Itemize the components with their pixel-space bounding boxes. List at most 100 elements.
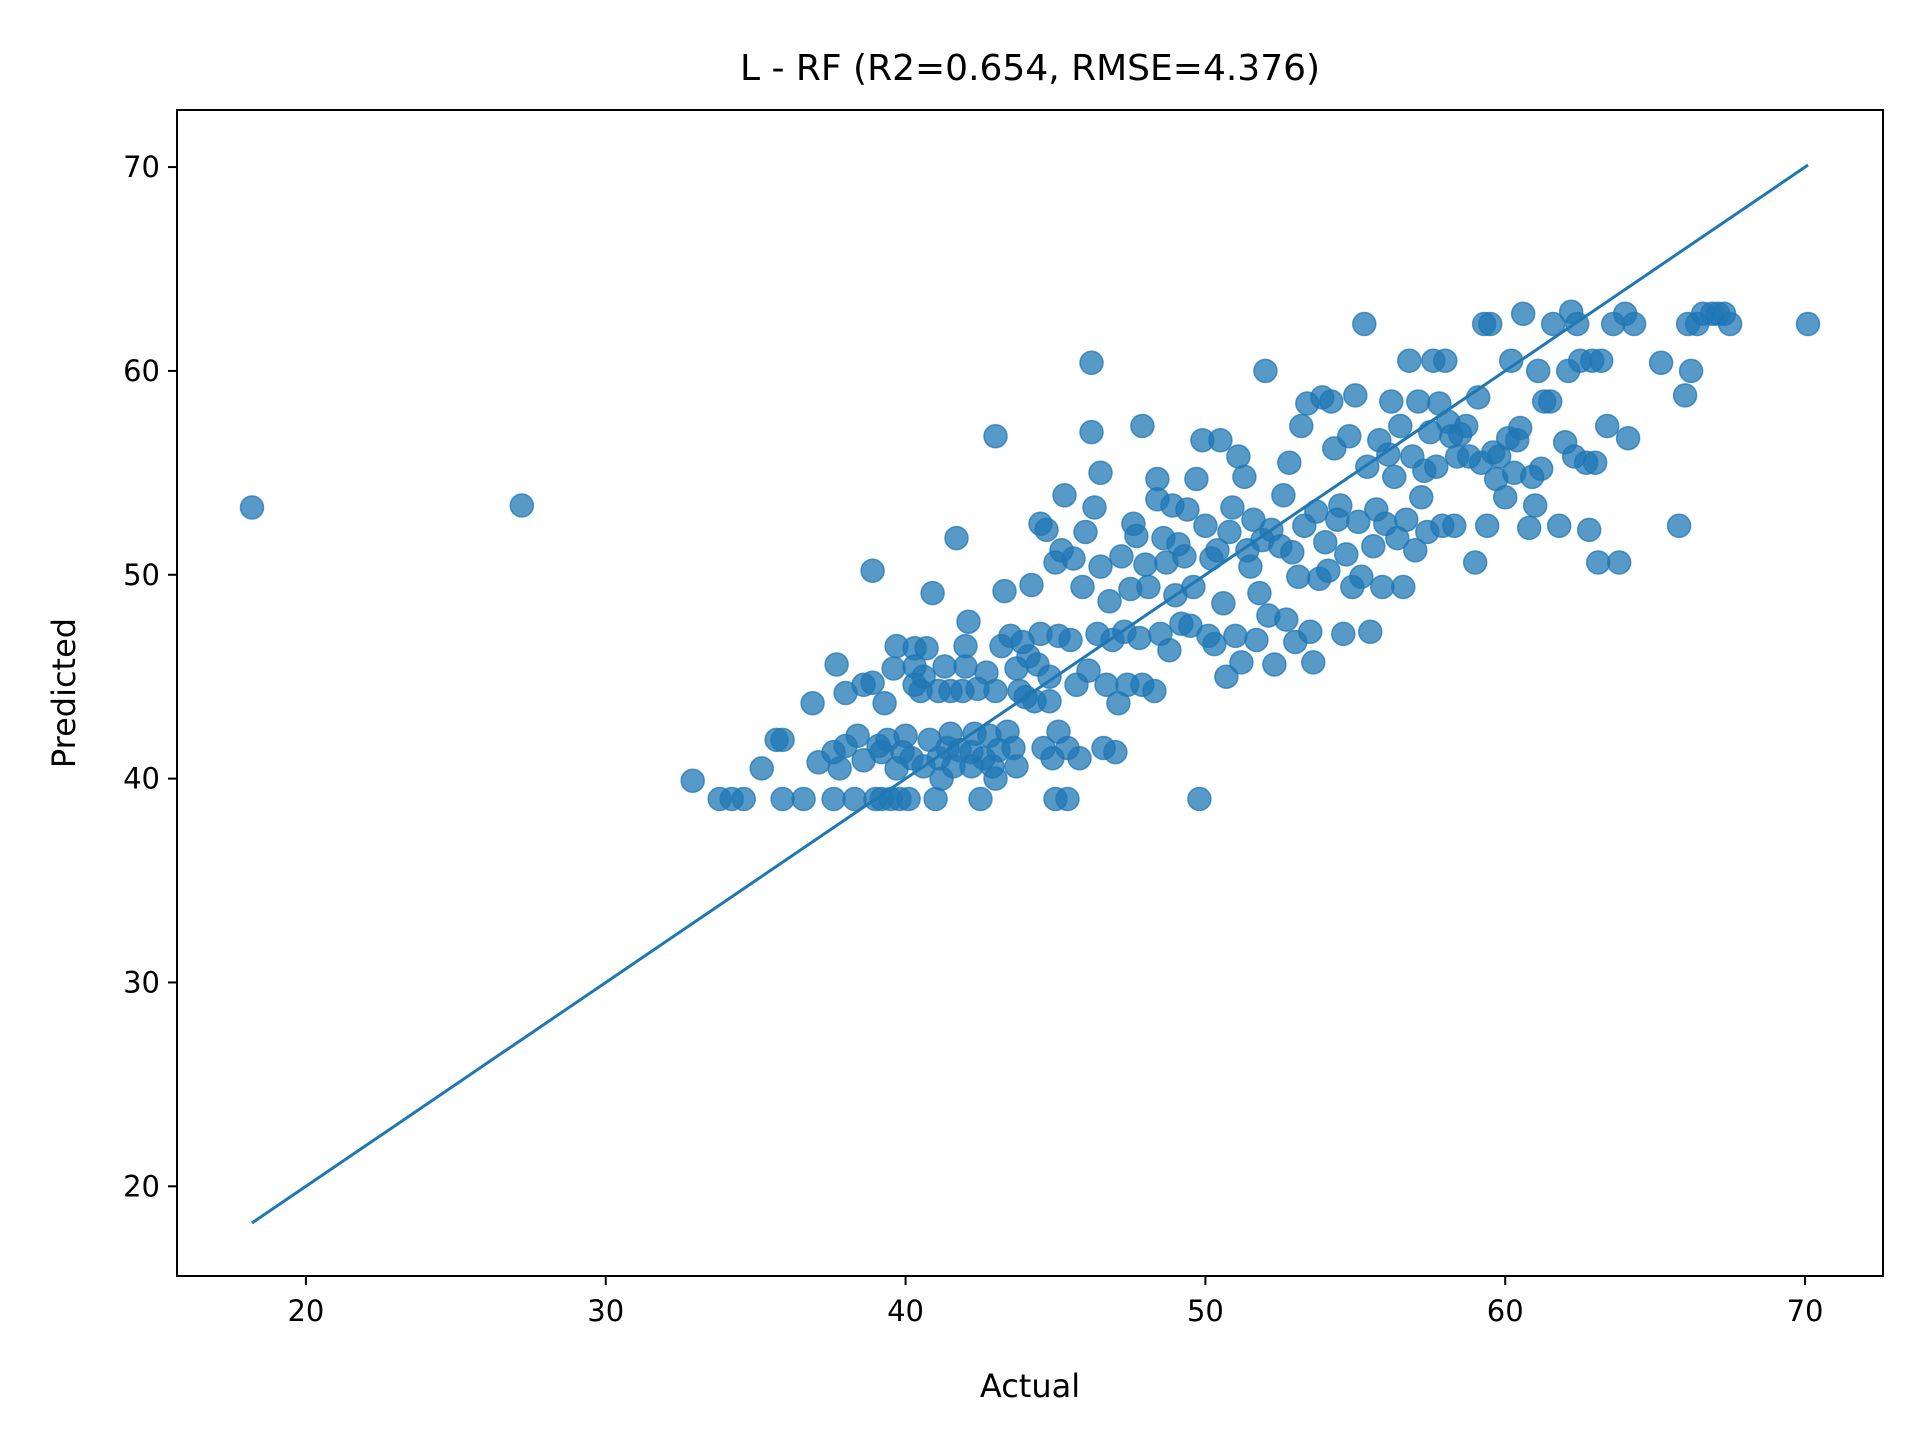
data-point [1073, 519, 1098, 545]
y-tick-label: 20 [123, 1169, 160, 1203]
data-point [1594, 413, 1620, 439]
data-point [1453, 413, 1479, 439]
data-point [1277, 450, 1302, 475]
data-point [1286, 564, 1311, 590]
data-point [1232, 464, 1257, 490]
data-point [1247, 580, 1272, 606]
x-axis: 20 30 40 50 60 70 [287, 1276, 1823, 1328]
data-point [881, 656, 906, 681]
data-point [1672, 383, 1698, 408]
data-point [1142, 678, 1167, 704]
data-point [1088, 460, 1113, 486]
data-point [872, 690, 897, 716]
data-point [1379, 389, 1404, 414]
data-point [1037, 664, 1062, 689]
data-point [1052, 483, 1077, 508]
data-point [1352, 311, 1377, 337]
data-point [1433, 348, 1458, 373]
data-point [1717, 311, 1743, 337]
data-point [944, 525, 969, 551]
data-point [749, 756, 774, 781]
x-axis-label: Actual [980, 1367, 1080, 1405]
data-point [983, 423, 1008, 449]
data-point [1507, 415, 1533, 441]
data-point [1244, 627, 1269, 653]
data-point [1648, 350, 1674, 376]
data-point [821, 786, 846, 812]
data-point [911, 664, 936, 689]
data-point [1055, 786, 1080, 812]
data-point [1615, 425, 1641, 451]
data-point [1316, 558, 1341, 583]
data-point [1337, 423, 1362, 449]
data-point [1193, 513, 1218, 539]
data-point [1474, 513, 1500, 539]
data-point [1238, 554, 1263, 579]
data-point [953, 654, 978, 679]
data-point [1205, 538, 1230, 563]
data-point [860, 558, 885, 583]
data-point [1666, 513, 1692, 539]
data-point [953, 633, 978, 659]
data-point [1229, 650, 1254, 675]
data-point [1546, 513, 1572, 539]
data-point [1361, 533, 1386, 559]
data-point [1130, 413, 1155, 439]
data-point [1540, 311, 1566, 337]
data-point [983, 678, 1008, 704]
data-point [1217, 519, 1242, 545]
data-point [1319, 389, 1344, 414]
data-point [1424, 454, 1449, 479]
data-point [1211, 591, 1236, 616]
data-point [983, 766, 1008, 791]
data-point [1298, 619, 1323, 645]
data-point [1067, 745, 1092, 771]
data-point [1079, 419, 1104, 445]
data-point [1528, 456, 1554, 482]
data-point [1004, 754, 1029, 779]
data-point [770, 786, 795, 812]
data-point [1606, 550, 1632, 575]
y-axis: 20 30 40 50 60 70 [123, 150, 177, 1203]
data-point [1202, 631, 1227, 657]
data-point [1184, 466, 1209, 492]
data-point [680, 768, 705, 793]
data-point [893, 723, 918, 749]
data-point [1226, 444, 1251, 469]
data-point [1678, 358, 1704, 384]
y-axis-label: Predicted [45, 618, 83, 768]
data-point [1621, 311, 1647, 337]
data-point [239, 495, 265, 520]
points-layer [239, 299, 1821, 812]
data-point [1346, 509, 1371, 535]
data-point [923, 786, 948, 812]
data-point [1208, 427, 1233, 453]
data-point [1376, 442, 1401, 467]
data-point [1388, 413, 1413, 439]
data-point [1382, 464, 1407, 490]
data-point [1394, 507, 1419, 532]
data-point [920, 580, 945, 606]
y-tick-label: 70 [123, 150, 160, 184]
data-point [1133, 552, 1158, 577]
data-point [1019, 572, 1044, 598]
x-tick-label: 70 [1787, 1294, 1824, 1328]
data-point [956, 609, 981, 634]
data-point [1076, 658, 1101, 683]
data-point [1328, 493, 1353, 518]
data-point [1145, 466, 1170, 492]
data-point [1406, 389, 1431, 414]
data-point [791, 786, 816, 812]
data-point [1349, 564, 1374, 590]
data-point [1034, 517, 1059, 543]
y-tick-label: 30 [123, 965, 160, 999]
data-point [1103, 739, 1128, 765]
data-point [1516, 515, 1542, 541]
data-point [1442, 513, 1467, 539]
data-point [1172, 544, 1197, 569]
data-point [1253, 358, 1278, 384]
data-point [1477, 311, 1503, 337]
data-point [845, 723, 870, 749]
data-point [1795, 311, 1821, 337]
